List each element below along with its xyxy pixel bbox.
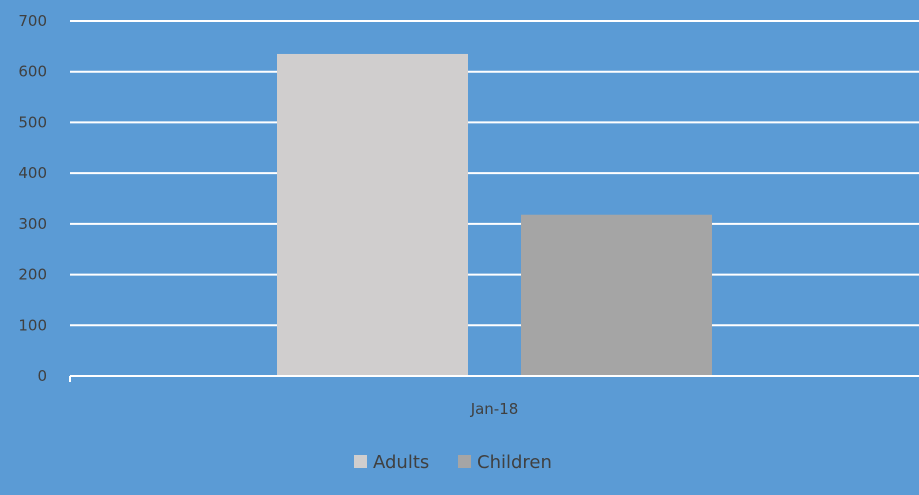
- y-tick-label: 100: [18, 316, 47, 334]
- y-tick-label: 0: [37, 367, 47, 385]
- y-tick-label: 400: [18, 164, 47, 182]
- legend: Adults Children: [354, 452, 552, 473]
- x-category-label: Jan-18: [470, 400, 519, 418]
- y-tick-label: 200: [18, 266, 47, 284]
- y-tick-label: 300: [18, 215, 47, 233]
- legend-label-children: Children: [477, 452, 552, 473]
- x-axis-category-labels: Jan-18: [470, 400, 519, 418]
- x-axis: [69, 375, 919, 382]
- legend-label-adults: Adults: [373, 452, 429, 473]
- y-axis-tick-labels: 0 100 200 300 400 500 600 700: [18, 12, 47, 385]
- y-tick-label: 500: [18, 113, 47, 131]
- y-tick-label: 700: [18, 12, 47, 30]
- bars: [277, 53, 712, 376]
- legend-swatch-adults: [354, 455, 367, 468]
- bar-children-jan-18: [521, 214, 712, 376]
- bar-adults-jan-18: [277, 53, 468, 376]
- y-tick-label: 600: [18, 63, 47, 81]
- gridlines: [70, 20, 919, 327]
- legend-swatch-children: [458, 455, 471, 468]
